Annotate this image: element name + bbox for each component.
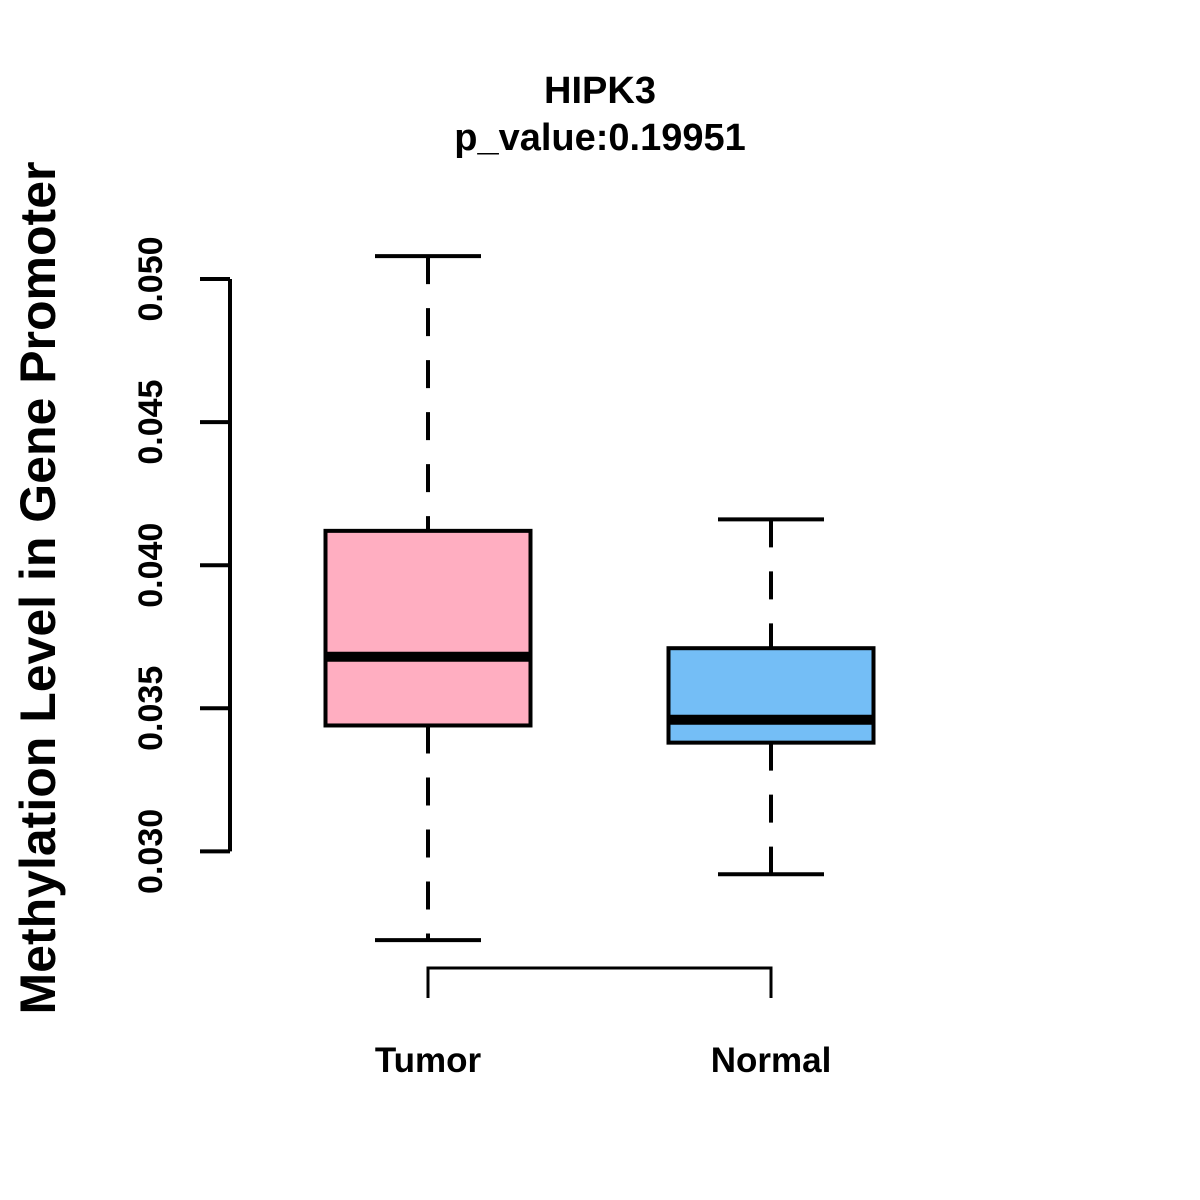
x-axis-bracket bbox=[426, 966, 773, 998]
chart-title: HIPK3 bbox=[544, 70, 656, 112]
y-axis-tick-label: 0.040 bbox=[132, 523, 170, 608]
chart-title-block: HIPK3 p_value:0.19951 bbox=[0, 68, 1200, 162]
y-axis-tick-label: 0.035 bbox=[132, 666, 170, 751]
y-axis-tick-label: 0.050 bbox=[132, 236, 170, 321]
normal-box bbox=[666, 646, 876, 745]
x-tick-label-normal: Normal bbox=[711, 1041, 832, 1080]
y-axis-tick-label: 0.045 bbox=[132, 380, 170, 465]
x-tick-label-tumor: Tumor bbox=[375, 1041, 482, 1080]
chart-subtitle: p_value:0.19951 bbox=[454, 117, 746, 159]
tumor-box bbox=[323, 528, 533, 728]
y-axis-tick-label: 0.030 bbox=[132, 809, 170, 894]
